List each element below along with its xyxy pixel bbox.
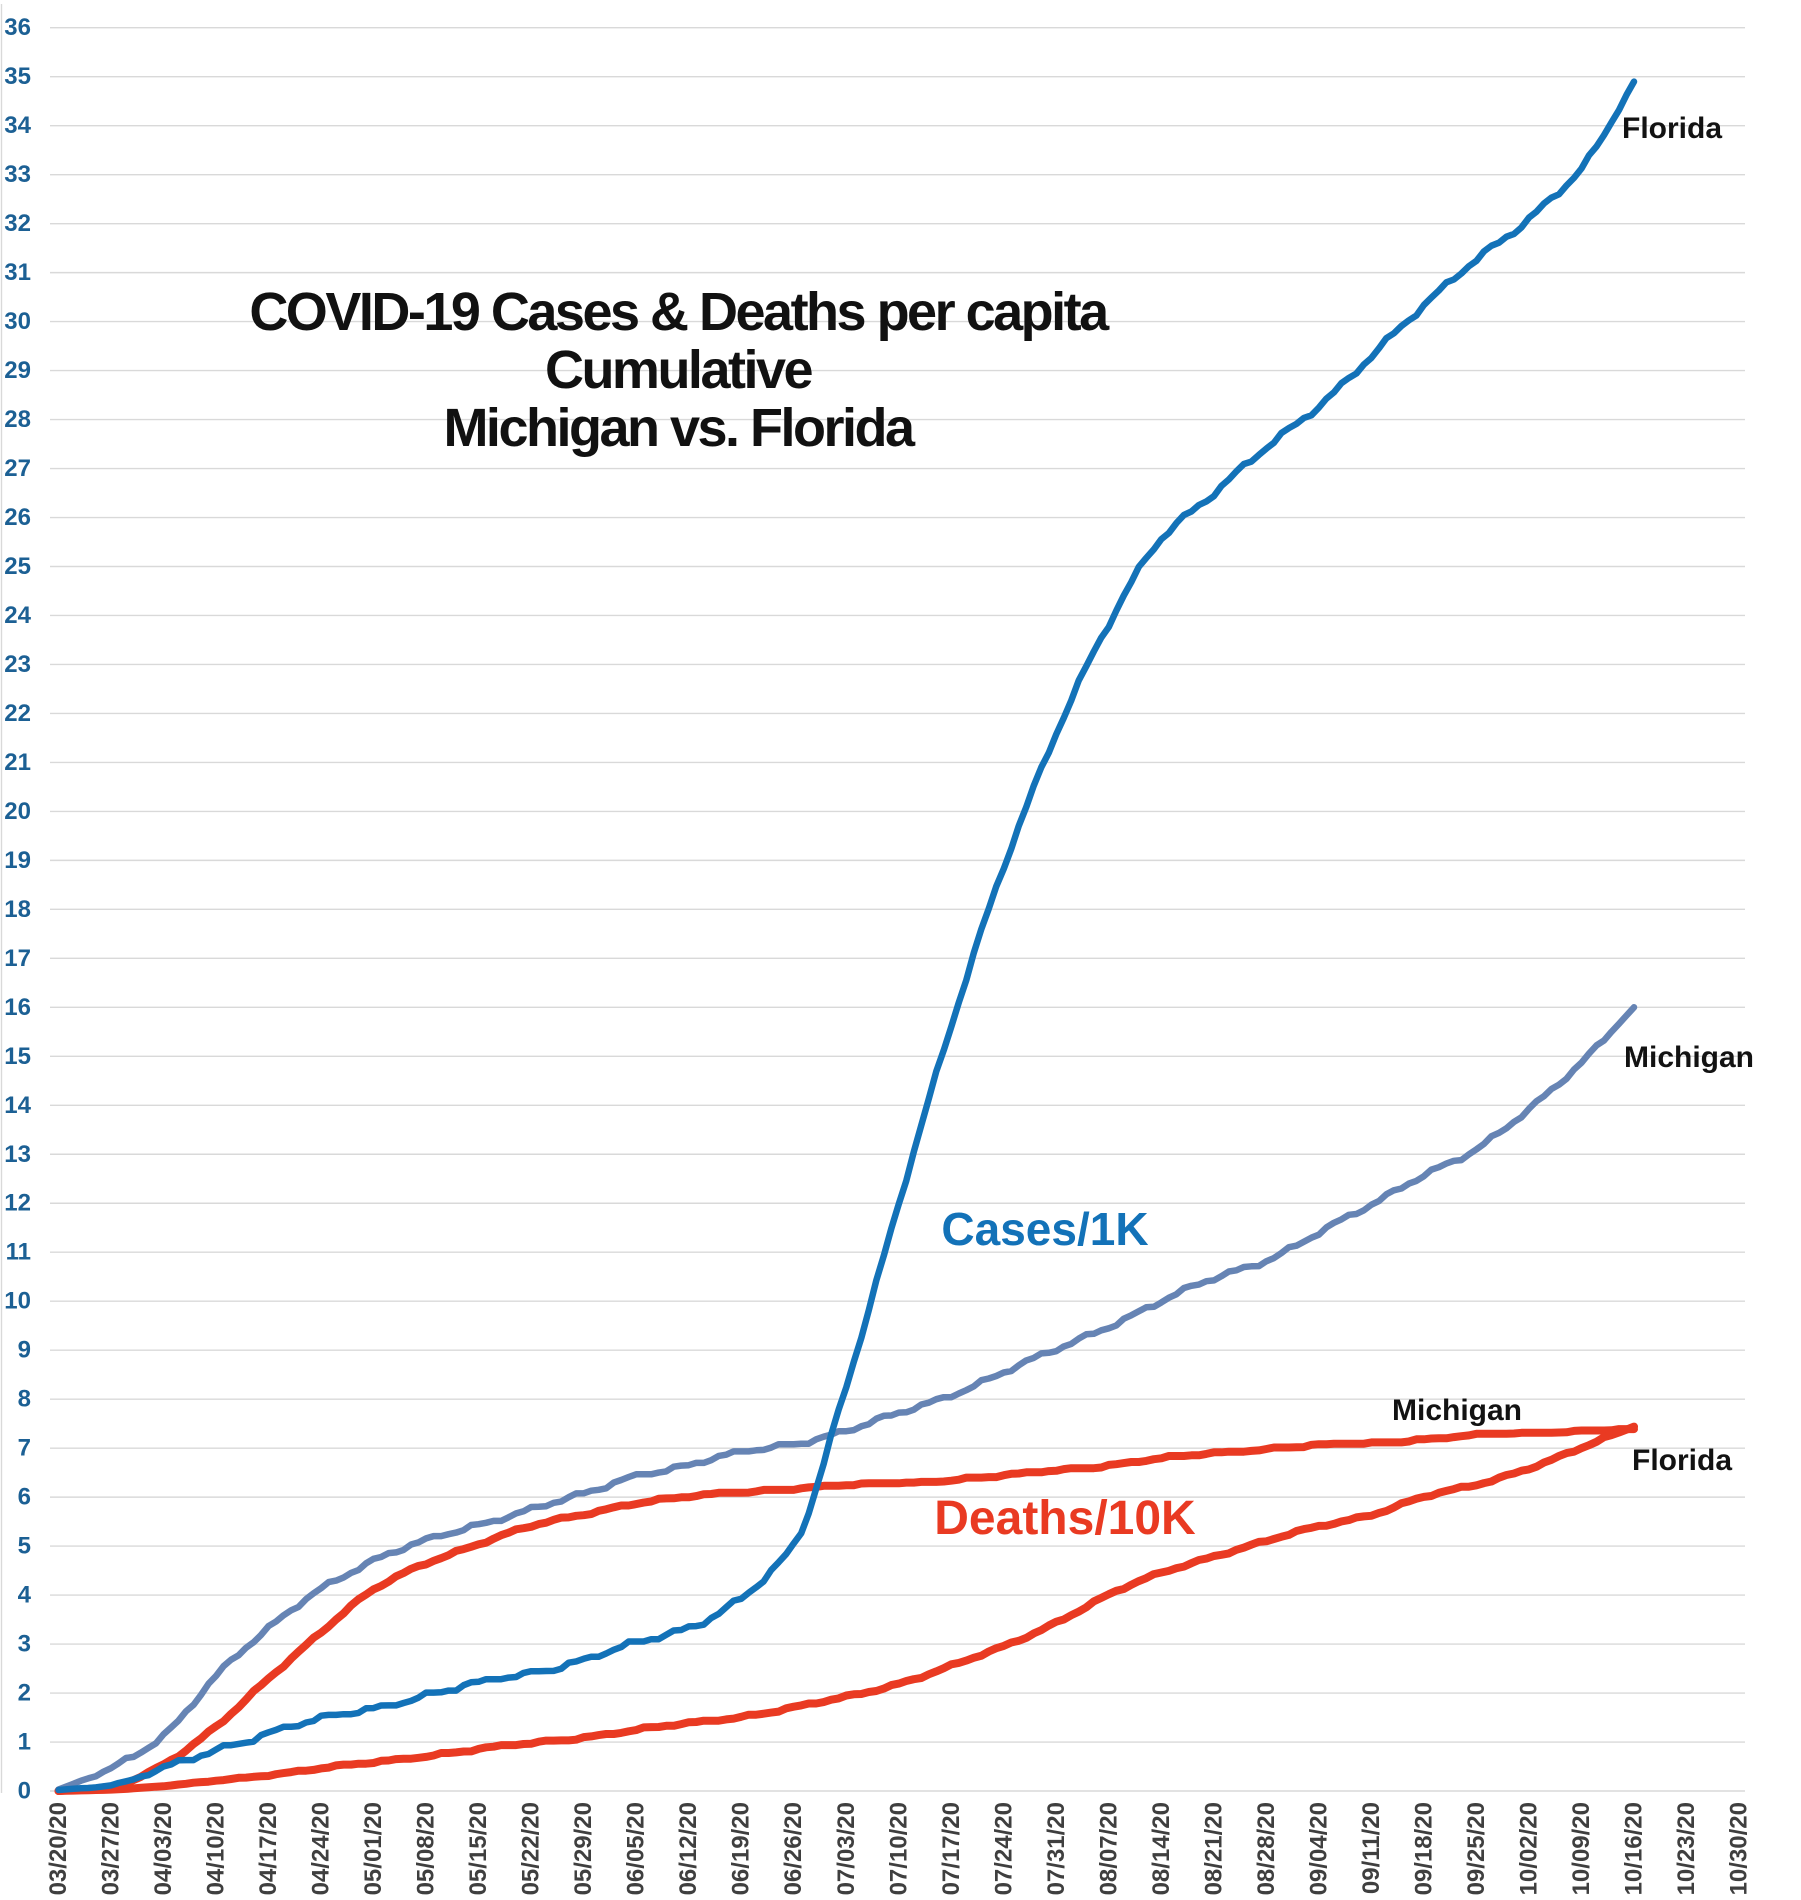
x-tick-label-07/24/20: 07/24/20 — [990, 1802, 1017, 1895]
y-tick-label-36: 36 — [4, 14, 31, 41]
series-label-florida-deaths: Florida — [1632, 1444, 1732, 1477]
chart-title-line-3: Michigan vs. Florida — [443, 398, 916, 458]
y-tick-label-11: 11 — [6, 1239, 31, 1266]
y-tick-label-29: 29 — [4, 357, 31, 384]
y-tick-label-10: 10 — [4, 1288, 31, 1315]
y-tick-label-3: 3 — [18, 1631, 31, 1658]
x-tick-label-06/26/20: 06/26/20 — [780, 1802, 807, 1895]
y-tick-label-24: 24 — [4, 602, 31, 629]
y-tick-label-31: 31 — [4, 259, 31, 286]
series-label-michigan-deaths: Michigan — [1392, 1394, 1522, 1427]
x-tick-label-09/25/20: 09/25/20 — [1463, 1802, 1490, 1895]
y-tick-label-35: 35 — [4, 63, 31, 90]
y-tick-label-16: 16 — [4, 994, 31, 1021]
x-tick-label-04/10/20: 04/10/20 — [203, 1802, 230, 1895]
y-tick-label-6: 6 — [18, 1484, 31, 1511]
x-tick-label-03/27/20: 03/27/20 — [98, 1802, 125, 1895]
y-tick-label-20: 20 — [4, 798, 31, 825]
y-tick-label-28: 28 — [4, 406, 31, 433]
x-tick-label-04/24/20: 04/24/20 — [308, 1802, 335, 1895]
legend-label-deaths-per-10k: Deaths/10K — [934, 1492, 1196, 1545]
y-tick-label-8: 8 — [18, 1386, 31, 1413]
y-tick-label-21: 21 — [4, 749, 31, 776]
chart-title: COVID-19 Cases & Deaths per capita Cumul… — [249, 282, 1112, 458]
x-tick-label-05/29/20: 05/29/20 — [570, 1802, 597, 1895]
y-tick-label-23: 23 — [4, 651, 31, 678]
y-tick-label-33: 33 — [4, 161, 31, 188]
y-axis-tick-labels: 0123456789101112131415161718192021222324… — [4, 14, 31, 1804]
x-tick-label-08/07/20: 08/07/20 — [1095, 1802, 1122, 1895]
series-line-florida-deaths — [54, 1422, 1638, 1795]
x-tick-label-04/03/20: 04/03/20 — [150, 1802, 177, 1895]
y-tick-label-19: 19 — [4, 847, 31, 874]
series-line-michigan-deaths — [54, 1425, 1638, 1795]
x-tick-label-07/10/20: 07/10/20 — [885, 1802, 912, 1895]
series-line-florida-cases — [55, 78, 1638, 1794]
x-tick-label-05/01/20: 05/01/20 — [360, 1802, 387, 1895]
x-tick-label-10/09/20: 10/09/20 — [1568, 1802, 1595, 1895]
x-tick-label-06/12/20: 06/12/20 — [675, 1802, 702, 1895]
y-tick-label-13: 13 — [4, 1141, 31, 1168]
x-tick-label-09/04/20: 09/04/20 — [1305, 1802, 1332, 1895]
x-tick-label-07/03/20: 07/03/20 — [833, 1802, 860, 1895]
y-tick-label-15: 15 — [4, 1043, 31, 1070]
x-tick-label-08/14/20: 08/14/20 — [1148, 1802, 1175, 1895]
x-tick-label-07/17/20: 07/17/20 — [938, 1802, 965, 1895]
x-tick-label-07/31/20: 07/31/20 — [1043, 1802, 1070, 1895]
legend-label-cases-per-1k: Cases/1K — [941, 1203, 1148, 1255]
y-tick-label-27: 27 — [4, 455, 31, 482]
x-tick-label-10/16/20: 10/16/20 — [1621, 1802, 1648, 1895]
chart-title-line-2: Cumulative — [545, 340, 813, 400]
x-tick-label-06/19/20: 06/19/20 — [728, 1802, 755, 1895]
gridlines — [0, 4, 1745, 1793]
y-tick-label-9: 9 — [18, 1337, 31, 1364]
y-tick-label-18: 18 — [4, 896, 31, 923]
y-tick-label-25: 25 — [4, 553, 31, 580]
series-line-michigan-cases — [55, 1004, 1638, 1793]
x-tick-label-10/30/20: 10/30/20 — [1726, 1802, 1753, 1895]
y-tick-label-22: 22 — [4, 700, 31, 727]
x-tick-label-04/17/20: 04/17/20 — [255, 1802, 282, 1895]
x-tick-label-05/15/20: 05/15/20 — [465, 1802, 492, 1895]
x-axis-tick-labels: 03/20/20 03/27/20 04/03/20 04/10/20 04/17/20… — [45, 1802, 1753, 1895]
series-lines — [54, 78, 1638, 1795]
x-tick-label-08/21/20: 08/21/20 — [1200, 1802, 1227, 1895]
x-tick-label-10/02/20: 10/02/20 — [1515, 1802, 1542, 1895]
x-tick-label-05/22/20: 05/22/20 — [518, 1802, 545, 1895]
y-tick-label-5: 5 — [18, 1533, 31, 1560]
y-tick-label-12: 12 — [4, 1190, 31, 1217]
y-tick-label-7: 7 — [18, 1435, 31, 1462]
y-tick-label-17: 17 — [4, 945, 31, 972]
y-tick-label-14: 14 — [4, 1092, 31, 1119]
x-tick-label-06/05/20: 06/05/20 — [623, 1802, 650, 1895]
y-tick-label-32: 32 — [4, 210, 31, 237]
y-tick-label-0: 0 — [18, 1778, 31, 1805]
x-tick-label-09/11/20: 09/11/20 — [1358, 1802, 1385, 1894]
y-tick-label-26: 26 — [4, 504, 31, 531]
y-tick-label-34: 34 — [4, 112, 31, 139]
x-tick-label-09/18/20: 09/18/20 — [1410, 1802, 1437, 1895]
x-tick-label-10/23/20: 10/23/20 — [1673, 1802, 1700, 1895]
y-tick-label-1: 1 — [18, 1729, 31, 1756]
chart-title-line-1: COVID-19 Cases & Deaths per capita — [249, 282, 1110, 342]
y-tick-label-2: 2 — [18, 1680, 31, 1707]
series-label-michigan-cases: Michigan — [1624, 1041, 1754, 1074]
x-tick-label-08/28/20: 08/28/20 — [1253, 1802, 1280, 1895]
y-tick-label-4: 4 — [18, 1582, 32, 1609]
x-tick-label-03/20/20: 03/20/20 — [45, 1802, 72, 1895]
x-tick-label-05/08/20: 05/08/20 — [413, 1802, 440, 1895]
y-tick-label-30: 30 — [4, 308, 31, 335]
series-label-florida-cases: Florida — [1622, 112, 1722, 145]
